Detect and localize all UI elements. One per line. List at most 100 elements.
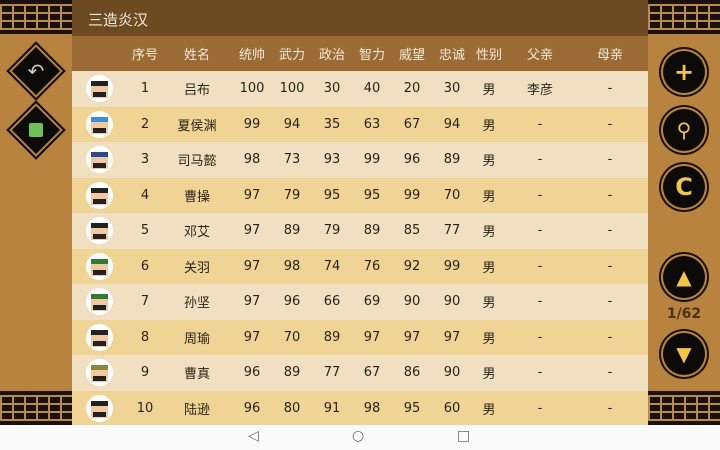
nav-home-icon[interactable]: ○	[352, 428, 365, 444]
cell-ww: 86	[403, 365, 421, 381]
decorative-border	[0, 391, 72, 425]
cell-zc: 89	[443, 152, 461, 168]
header-loyalty[interactable]: 忠诚	[438, 48, 466, 63]
cell-zl: 98	[363, 400, 381, 416]
search-button[interactable]: ⚲	[663, 109, 705, 151]
general-table: 1 吕布 100 100 30 40 20 30 男李彦 -2 夏侯渊 99 94 35 63 67 94 男 - -…	[72, 71, 648, 425]
table-row[interactable]: 8 周瑜 97 70 89 97 97 97 男 - -	[72, 319, 648, 355]
table-row[interactable]: 7 孙坚 97 96 66 69 90 90 男 - -	[72, 284, 648, 320]
header-politics[interactable]: 政治	[318, 48, 346, 63]
header-command[interactable]: 统帅	[238, 48, 266, 63]
cell-father: -	[537, 400, 543, 416]
cell-zz: 30	[323, 81, 341, 97]
cell-no: 3	[140, 152, 150, 168]
cell-no: 2	[140, 116, 150, 132]
cell-zc: 77	[443, 223, 461, 239]
cell-ts: 99	[243, 116, 261, 132]
table-header: 序号 姓名 统帅 武力 政治 智力 威望 忠诚 性别 父亲 母亲	[72, 36, 648, 71]
cell-zc: 90	[443, 365, 461, 381]
cell-zl: 63	[363, 116, 381, 132]
left-panel: ↶	[0, 0, 72, 425]
table-row[interactable]: 5 邓艾 97 89 79 89 85 77 男 - -	[72, 213, 648, 249]
cell-mother: -	[607, 187, 613, 203]
cell-mother: -	[607, 329, 613, 345]
nav-recents-icon[interactable]: □	[457, 428, 471, 444]
cell-zc: 94	[443, 116, 461, 132]
cell-no: 6	[140, 258, 150, 274]
cell-mother: -	[607, 294, 613, 310]
cell-zl: 99	[363, 152, 381, 168]
cell-wl: 73	[283, 152, 301, 168]
cell-sex: 男	[482, 225, 496, 241]
header-no[interactable]: 序号	[131, 48, 159, 63]
cell-zz: 93	[323, 152, 341, 168]
cell-sex: 男	[482, 189, 496, 205]
search-icon: ⚲	[676, 118, 692, 142]
header-prestige[interactable]: 威望	[398, 48, 426, 63]
plus-icon: +	[673, 58, 695, 86]
cell-father: -	[537, 116, 543, 132]
cell-father: -	[537, 258, 543, 274]
table-row[interactable]: 10 陆逊 96 80 91 98 95 60 男 - -	[72, 390, 648, 425]
avatar	[86, 323, 113, 351]
header-sex[interactable]: 性别	[475, 48, 503, 63]
table-row[interactable]: 2 夏侯渊 99 94 35 63 67 94 男 - -	[72, 106, 648, 142]
cell-father: -	[537, 294, 543, 310]
cell-wl: 79	[283, 187, 301, 203]
header-mother[interactable]: 母亲	[596, 48, 624, 63]
header-intellect[interactable]: 智力	[358, 48, 386, 63]
decorative-border	[0, 0, 72, 34]
back-button[interactable]: ↶	[6, 41, 66, 101]
avatar	[86, 217, 113, 244]
header-father[interactable]: 父亲	[526, 48, 554, 63]
cell-ts: 96	[243, 400, 261, 416]
save-icon	[19, 113, 53, 147]
table-row[interactable]: 6 关羽 97 98 74 76 92 99 男 - -	[72, 248, 648, 284]
right-panel: + ⚲ C ▲ 1/62 ▼	[648, 0, 720, 425]
cell-wl: 70	[283, 329, 301, 345]
cell-ts: 97	[243, 294, 261, 310]
add-button[interactable]: +	[663, 51, 705, 93]
cell-ts: 98	[243, 152, 261, 168]
cell-zz: 77	[323, 365, 341, 381]
table-row[interactable]: 9 曹真 96 89 77 67 86 90 男 - -	[72, 355, 648, 391]
cell-ww: 96	[403, 152, 421, 168]
cell-sex: 男	[482, 260, 496, 276]
avatar	[86, 359, 113, 386]
cell-father: -	[537, 329, 543, 345]
cell-sex: 男	[482, 402, 496, 418]
cell-no: 4	[140, 187, 150, 203]
cell-mother: -	[607, 400, 613, 416]
cell-ww: 67	[403, 116, 421, 132]
cell-ts: 97	[243, 187, 261, 203]
save-button[interactable]	[6, 100, 66, 160]
header-name[interactable]: 姓名	[183, 48, 211, 63]
nav-back-icon[interactable]: ◁	[248, 428, 259, 444]
cell-zc: 97	[443, 329, 461, 345]
cell-father: 李彦	[526, 83, 554, 99]
cell-zz: 79	[323, 223, 341, 239]
cell-name: 周瑜	[183, 331, 211, 347]
triangle-down-icon: ▼	[676, 342, 692, 366]
header-force[interactable]: 武力	[278, 48, 306, 63]
avatar	[86, 252, 113, 280]
page-down-button[interactable]: ▼	[663, 333, 705, 375]
cell-name: 孙坚	[183, 296, 211, 312]
cell-wl: 98	[283, 258, 301, 274]
refresh-button[interactable]: C	[663, 166, 705, 208]
cell-father: -	[537, 152, 543, 168]
page-up-button[interactable]: ▲	[663, 256, 705, 298]
cell-mother: -	[607, 81, 613, 97]
table-row[interactable]: 1 吕布 100 100 30 40 20 30 男 李彦 -	[72, 71, 648, 107]
cell-ww: 92	[403, 258, 421, 274]
cell-zl: 69	[363, 294, 381, 310]
page-indicator: 1/62	[666, 306, 702, 322]
cell-name: 吕布	[183, 83, 211, 99]
triangle-up-icon: ▲	[676, 265, 692, 289]
table-row[interactable]: 3 司马懿 98 73 93 99 96 89 男 - -	[72, 142, 648, 178]
table-row[interactable]: 4 曹操 97 79 95 95 99 70 男 - -	[72, 177, 648, 213]
avatar	[86, 146, 113, 173]
cell-zl: 89	[363, 223, 381, 239]
cell-zl: 95	[363, 187, 381, 203]
cell-zl: 40	[363, 81, 381, 97]
